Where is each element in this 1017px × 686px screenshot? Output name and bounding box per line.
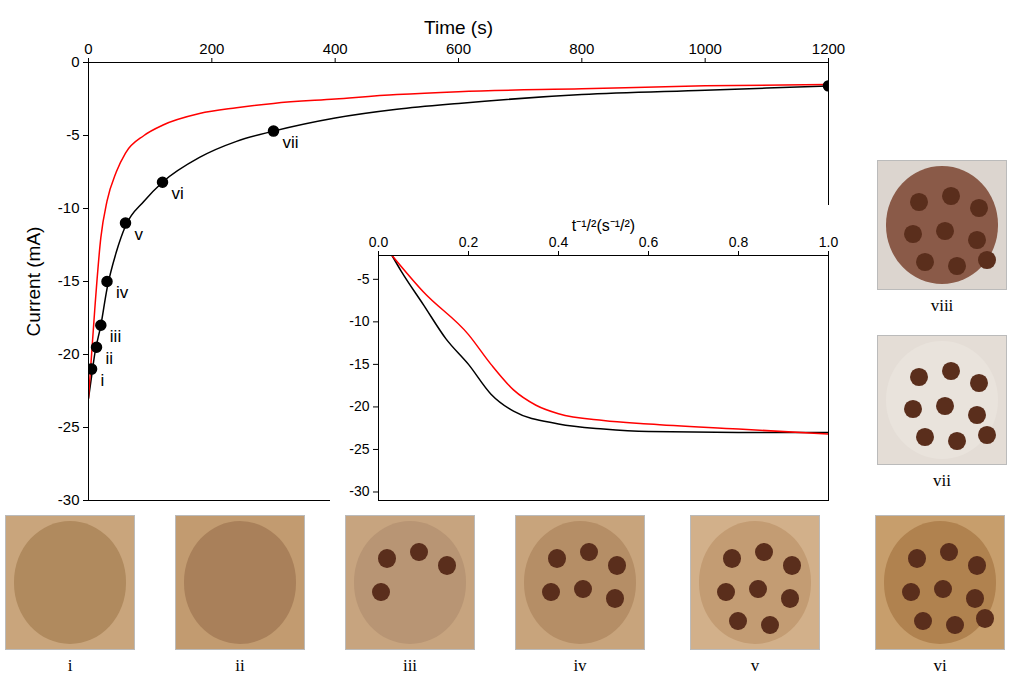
svg-text:-15: -15 [349, 356, 369, 372]
html-text:ii: ii [235, 656, 245, 675]
svg-text:vi: vi [172, 184, 184, 203]
html-text:viii: viii [930, 296, 954, 315]
svg-text:-30: -30 [349, 483, 369, 499]
html-text:iv: iv [573, 656, 587, 675]
svg-text:-25: -25 [349, 441, 369, 457]
svg-text:600: 600 [446, 40, 471, 57]
svg-text:200: 200 [199, 40, 224, 57]
svg-text:0.6: 0.6 [639, 234, 659, 250]
html-text:v: v [750, 656, 760, 675]
svg-text:0.0: 0.0 [369, 234, 389, 250]
svg-text:t⁻¹/²(s⁻¹/²): t⁻¹/²(s⁻¹/²) [572, 217, 635, 234]
svg-text:-10: -10 [58, 199, 80, 216]
html-text:i: i [67, 656, 73, 675]
svg-text:0.2: 0.2 [459, 234, 479, 250]
html-text:iii: iii [402, 656, 418, 675]
svg-text:ii: ii [106, 349, 114, 368]
svg-text:0: 0 [84, 40, 92, 57]
svg-text:-5: -5 [66, 126, 79, 143]
svg-text:1200: 1200 [812, 40, 845, 57]
svg-text:vii: vii [283, 133, 299, 152]
svg-text:800: 800 [569, 40, 594, 57]
svg-text:0.8: 0.8 [729, 234, 749, 250]
svg-text:1.0: 1.0 [819, 234, 839, 250]
svg-text:-20: -20 [58, 345, 80, 362]
html-text:vi: vi [933, 656, 947, 675]
svg-text:-5: -5 [357, 271, 370, 287]
svg-text:-30: -30 [58, 491, 80, 508]
svg-text:Current (mA): Current (mA) [23, 227, 44, 337]
svg-text:v: v [135, 225, 144, 244]
svg-text:Time (s): Time (s) [424, 17, 493, 38]
svg-text:0.4: 0.4 [549, 234, 569, 250]
svg-text:-15: -15 [58, 272, 80, 289]
svg-text:-25: -25 [58, 418, 80, 435]
html-text:vii: vii [933, 471, 951, 490]
svg-text:400: 400 [323, 40, 348, 57]
svg-text:iv: iv [116, 283, 129, 302]
svg-text:0: 0 [71, 53, 79, 70]
svg-text:-20: -20 [349, 398, 369, 414]
svg-text:1000: 1000 [688, 40, 721, 57]
svg-text:iii: iii [110, 327, 121, 346]
svg-text:i: i [101, 371, 105, 390]
svg-text:-10: -10 [349, 313, 369, 329]
